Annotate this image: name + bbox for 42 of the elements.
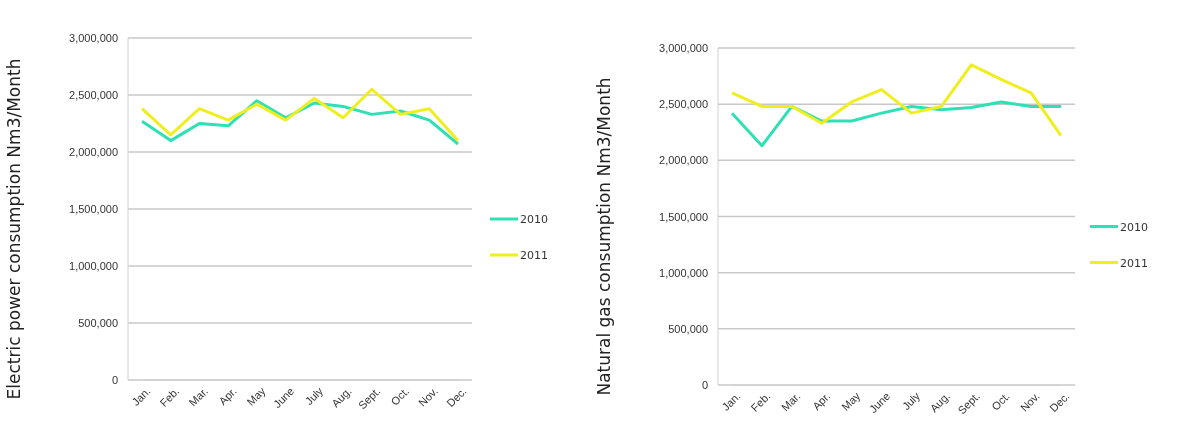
x-tick-label: Dec. [444,384,469,410]
y-tick-label: 2,500,000 [69,89,118,102]
y-tick-label: 500,000 [78,317,118,330]
x-tick-label: July [899,389,923,413]
x-tick-label: Nov. [1017,389,1042,414]
x-tick-label: Nov. [416,384,440,409]
x-tick-label: Oct. [989,389,1012,413]
y-tick-label: 2,000,000 [659,154,708,167]
y-tick-label: 0 [111,374,118,387]
y-tick-label: 2,500,000 [659,98,708,111]
x-tick-label: Jan. [129,384,153,408]
x-tick-label: Mar. [186,384,211,409]
y-tick-label: 1,000,000 [69,260,118,273]
y-tick-label: 3,000,000 [69,32,118,45]
x-tick-label: Feb. [157,384,182,409]
line-series [140,87,460,143]
x-tick-label: Aug. [927,389,953,415]
y-tick-label: 1,000,000 [659,266,708,279]
x-tick-label: Jan. [719,389,743,413]
y-tick-label: 2,000,000 [69,146,118,159]
line-series [730,63,1063,138]
x-tick-label: Apr. [810,389,833,413]
legend-label: 2011 [520,249,548,262]
y-tick-label: 1,500,000 [659,210,708,223]
x-tick-label: Dec. [1047,389,1072,415]
x-tick-label: Mar. [778,389,803,414]
x-tick-label: May [244,384,268,408]
legend-label: 2011 [1120,256,1148,270]
y-tick-label: 1,500,000 [69,203,118,216]
x-tick-label: July [302,384,326,408]
x-tick-label: Apr. [216,384,239,408]
x-tick-label: May [839,389,863,413]
y-tick-label: 500,000 [668,322,708,335]
y-tick-label: 3,000,000 [659,42,708,55]
y-axis-title: Electric power consumption Nm3/Month [4,58,24,400]
y-axis-title: Natural gas consumption Nm3/Month [594,77,614,396]
legend-label: 2010 [520,213,548,226]
x-tick-label: Feb. [748,389,773,414]
legend-label: 2010 [1120,220,1148,234]
x-tick-label: Oct. [388,384,412,408]
x-tick-label: Aug. [329,384,354,410]
y-tick-label: 0 [701,379,708,392]
